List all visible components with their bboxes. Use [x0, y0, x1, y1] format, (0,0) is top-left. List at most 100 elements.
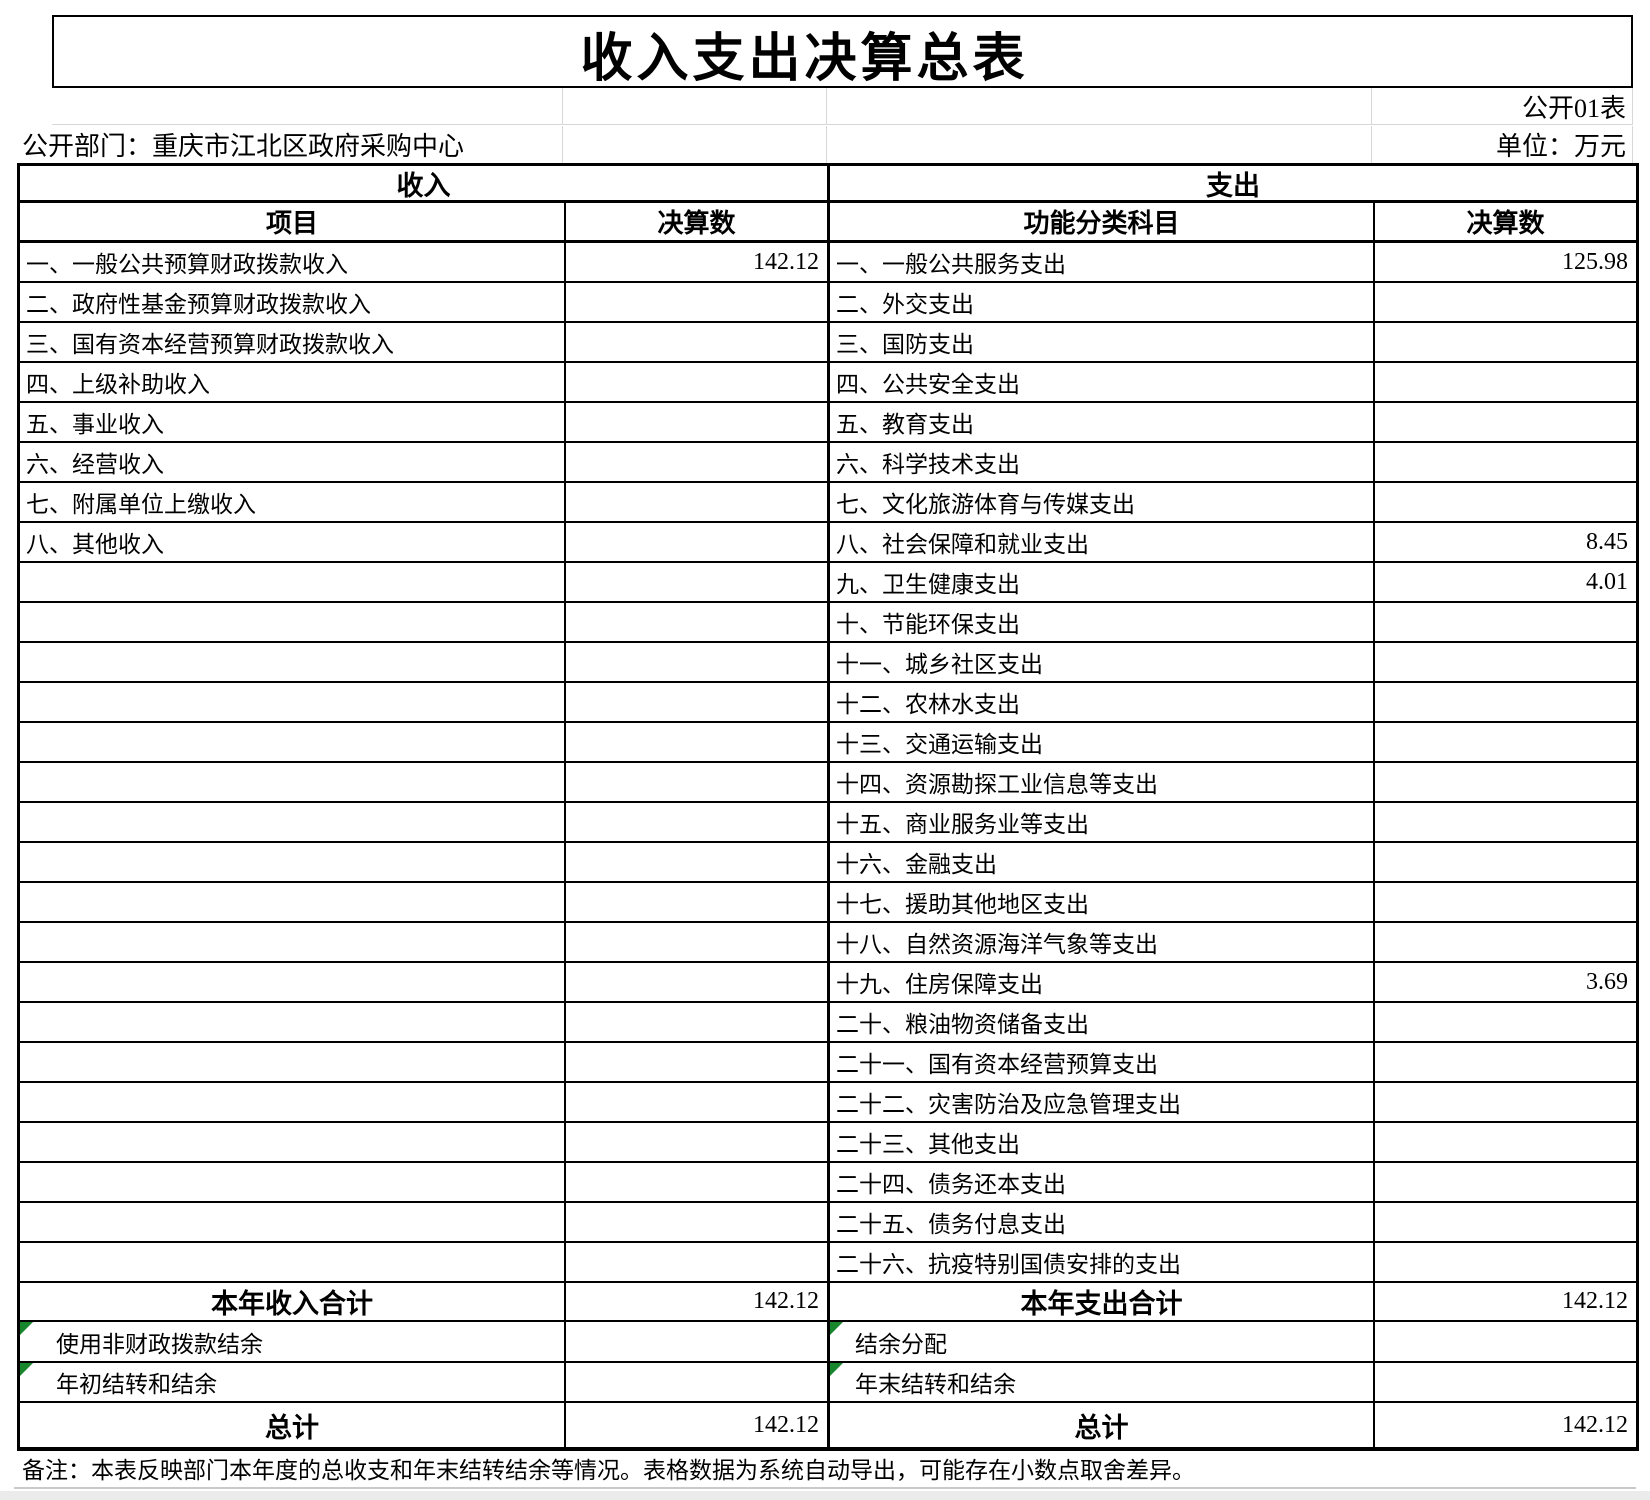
expense-item-value	[1375, 923, 1636, 963]
expense-items-column-header: 功能分类科目	[830, 203, 1375, 243]
income-item-value	[566, 363, 830, 403]
expense-item-label: 二十、粮油物资储备支出	[830, 1003, 1375, 1043]
income-item-label: 四、上级补助收入	[20, 363, 566, 403]
footnote: 备注：本表反映部门本年度的总收支和年末结转结余等情况。表格数据为系统自动导出，可…	[14, 1448, 1636, 1489]
expense-item-value	[1375, 1123, 1636, 1163]
expense-item-value	[1375, 283, 1636, 323]
expense-section-header: 支出	[830, 166, 1636, 203]
expense-item-value: 8.45	[1375, 523, 1636, 563]
summary-expense-label: 年末结转和结余	[830, 1363, 1375, 1403]
income-item-label	[20, 803, 566, 843]
income-item-value	[566, 1203, 830, 1243]
expense-item-value	[1375, 643, 1636, 683]
department-label: 公开部门：重庆市江北区政府采购中心	[22, 132, 465, 161]
summary-expense-value	[1375, 1363, 1636, 1403]
expense-item-value: 3.69	[1375, 963, 1636, 1003]
expense-item-value	[1375, 323, 1636, 363]
income-item-value	[566, 1083, 830, 1123]
summary-income-value: 142.12	[566, 1403, 830, 1447]
income-item-label	[20, 563, 566, 603]
expense-item-label: 十二、农林水支出	[830, 683, 1375, 723]
income-item-value	[566, 483, 830, 523]
expense-item-label: 二十五、债务付息支出	[830, 1203, 1375, 1243]
income-item-value	[566, 883, 830, 923]
income-item-label	[20, 763, 566, 803]
unit-label: 单位：万元	[1372, 126, 1633, 163]
summary-income-value: 142.12	[566, 1283, 830, 1322]
bottom-strip	[0, 1491, 1650, 1500]
summary-expense-value	[1375, 1322, 1636, 1363]
income-items-column-header: 项目	[20, 203, 566, 243]
expense-item-label: 十七、援助其他地区支出	[830, 883, 1375, 923]
income-item-value	[566, 523, 830, 563]
expense-item-value	[1375, 363, 1636, 403]
income-item-label	[20, 1043, 566, 1083]
expense-item-label: 二十二、灾害防治及应急管理支出	[830, 1083, 1375, 1123]
meta-cell-empty	[563, 126, 827, 163]
expense-item-value	[1375, 443, 1636, 483]
income-item-label	[20, 963, 566, 1003]
summary-expense-value: 142.12	[1562, 1411, 1628, 1438]
expense-item-value	[1375, 763, 1636, 803]
meta-cell-empty	[827, 88, 1372, 124]
meta-cell-empty	[563, 88, 827, 124]
summary-expense-label: 结余分配	[830, 1322, 1375, 1363]
income-item-value	[566, 403, 830, 443]
summary-income-value	[566, 1322, 830, 1363]
expense-item-value	[1375, 1003, 1636, 1043]
expense-item-label: 二十一、国有资本经营预算支出	[830, 1043, 1375, 1083]
income-item-label	[20, 1003, 566, 1043]
summary-income-label: 使用非财政拨款结余	[20, 1322, 566, 1363]
summary-income-label: 本年收入合计	[20, 1283, 566, 1322]
summary-income-label: 年初结转和结余	[20, 1363, 566, 1403]
expense-item-value	[1375, 1163, 1636, 1203]
expense-item-label: 四、公共安全支出	[830, 363, 1375, 403]
page-title: 收入支出决算总表	[580, 31, 1029, 88]
expense-item-label: 十五、商业服务业等支出	[830, 803, 1375, 843]
expense-item-value	[1375, 1043, 1636, 1083]
income-item-value: 142.12	[566, 243, 830, 283]
income-item-value	[566, 923, 830, 963]
meta-cell-empty	[52, 88, 563, 124]
expense-item-value: 125.98	[1375, 243, 1636, 283]
income-item-value	[566, 1243, 830, 1283]
summary-expense-label: 总计	[830, 1403, 1375, 1447]
income-item-label	[20, 723, 566, 763]
expense-item-label: 九、卫生健康支出	[830, 563, 1375, 603]
income-amount-column-header: 决算数	[566, 203, 830, 243]
meta-cell-empty	[827, 126, 1372, 163]
income-item-label	[20, 1243, 566, 1283]
expense-item-value	[1375, 843, 1636, 883]
income-item-value	[566, 843, 830, 883]
meta-row-department: 单位：万元	[52, 126, 1633, 163]
expense-amount-column-header: 决算数	[1375, 203, 1636, 243]
expense-item-value	[1375, 483, 1636, 523]
expense-item-value	[1375, 723, 1636, 763]
income-item-label: 八、其他收入	[20, 523, 566, 563]
expense-item-label: 三、国防支出	[830, 323, 1375, 363]
expense-item-label: 十四、资源勘探工业信息等支出	[830, 763, 1375, 803]
expense-item-value	[1375, 883, 1636, 923]
income-item-value	[566, 1003, 830, 1043]
income-item-value	[566, 603, 830, 643]
expense-item-label: 十八、自然资源海洋气象等支出	[830, 923, 1375, 963]
income-item-value	[566, 643, 830, 683]
income-item-label: 五、事业收入	[20, 403, 566, 443]
expense-item-label: 二十六、抗疫特别国债安排的支出	[830, 1243, 1375, 1283]
expense-item-label: 十九、住房保障支出	[830, 963, 1375, 1003]
expense-item-label: 二十三、其他支出	[830, 1123, 1375, 1163]
summary-expense-label: 本年支出合计	[830, 1283, 1375, 1322]
income-item-label	[20, 603, 566, 643]
income-item-label	[20, 643, 566, 683]
income-item-value	[566, 283, 830, 323]
income-item-label	[20, 843, 566, 883]
expense-item-value	[1375, 1203, 1636, 1243]
expense-item-label: 二、外交支出	[830, 283, 1375, 323]
summary-income-label: 总计	[20, 1403, 566, 1447]
income-item-value	[566, 1123, 830, 1163]
expense-item-value	[1375, 683, 1636, 723]
income-item-value	[566, 563, 830, 603]
title-box: 收入支出决算总表	[52, 15, 1633, 88]
income-item-label	[20, 683, 566, 723]
